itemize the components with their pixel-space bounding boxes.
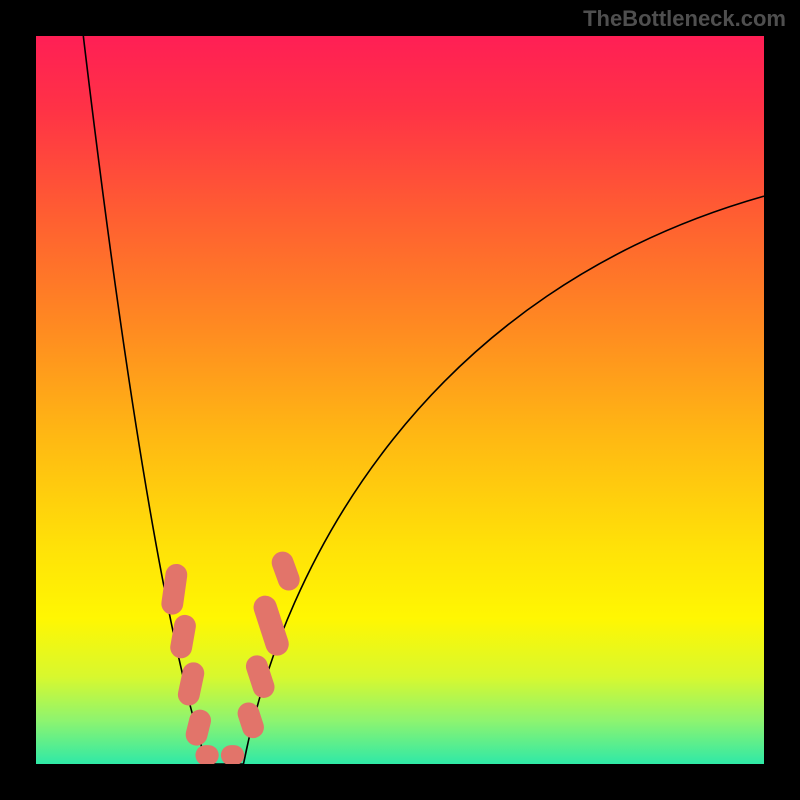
marker: [195, 745, 218, 764]
marker: [160, 563, 189, 617]
marker: [243, 652, 277, 700]
figure-root: TheBottleneck.com: [0, 0, 800, 800]
watermark-text: TheBottleneck.com: [583, 6, 786, 32]
marker: [251, 593, 292, 659]
marker: [183, 707, 213, 748]
plot-area: [36, 36, 764, 764]
marker: [235, 700, 267, 741]
marker: [176, 660, 206, 707]
marker: [169, 613, 198, 660]
marker: [269, 549, 303, 594]
marker: [221, 745, 244, 764]
markers-layer: [36, 36, 764, 764]
